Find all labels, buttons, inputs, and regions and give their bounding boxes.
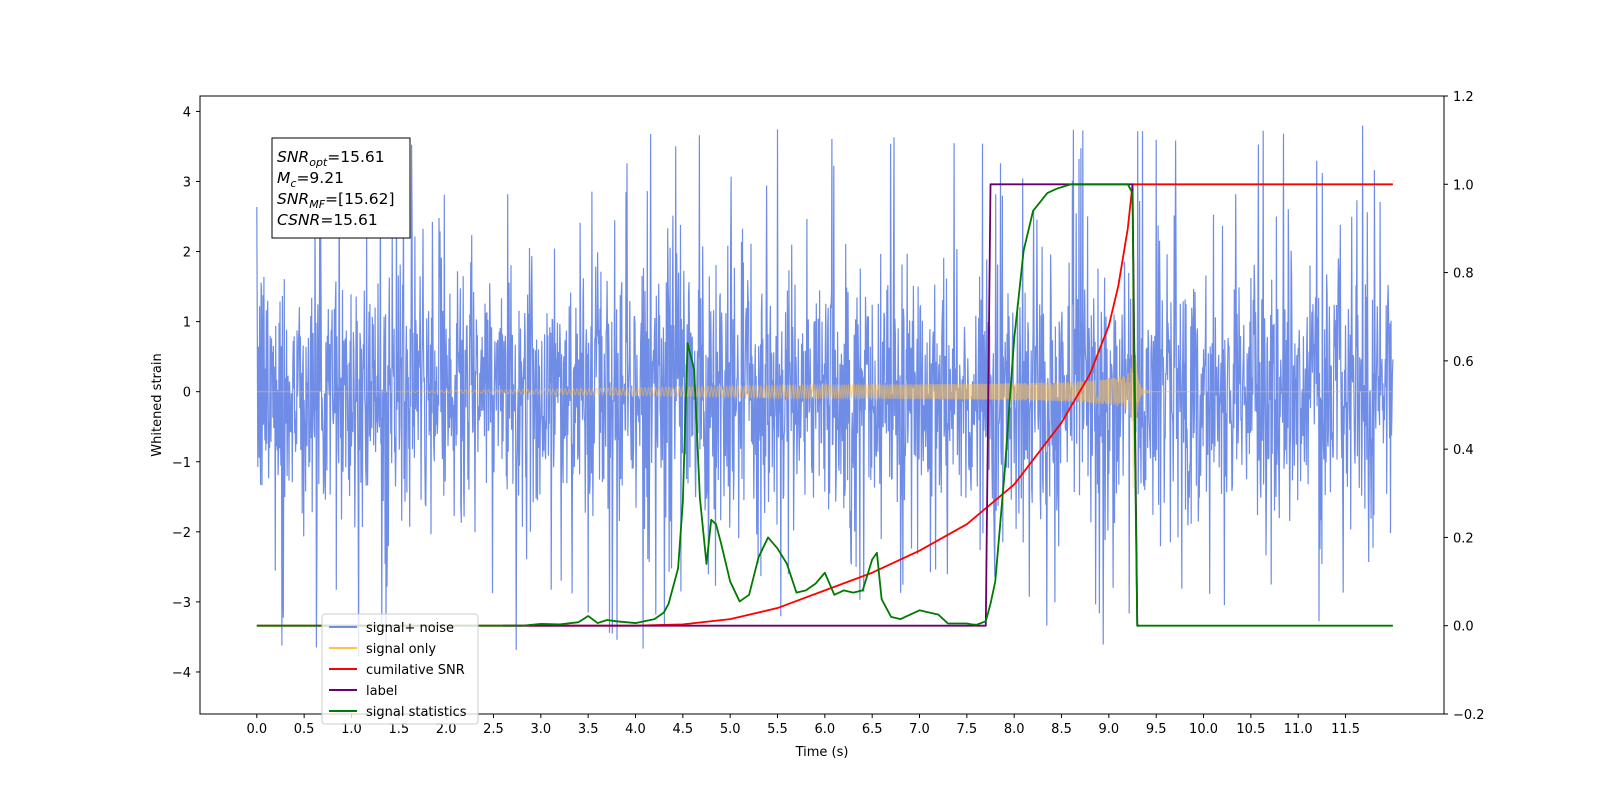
- x-tick-label: 4.0: [625, 722, 646, 737]
- legend-label: signal+ noise: [366, 621, 454, 636]
- x-tick-label: 3.0: [530, 722, 551, 737]
- y2-tick-label: 1.2: [1453, 90, 1474, 105]
- x-tick-label: 9.0: [1099, 722, 1120, 737]
- x-tick-label: 3.5: [578, 722, 599, 737]
- y-axis-label: Whitened strain: [150, 353, 165, 456]
- x-tick-label: 2.5: [483, 722, 504, 737]
- y-tick-label: 1: [183, 316, 191, 331]
- y2-tick-label: 1.0: [1453, 178, 1474, 193]
- y-tick-label: −2: [172, 526, 191, 541]
- y2-tick-label: −0.2: [1453, 708, 1485, 723]
- x-tick-label: 8.5: [1051, 722, 1072, 737]
- x-tick-label: 7.5: [957, 722, 978, 737]
- legend: signal+ noise signal only cumilative SNR la…: [322, 614, 478, 724]
- x-tick-label: 9.5: [1146, 722, 1167, 737]
- legend-label: label: [366, 684, 397, 699]
- textbox-line: SNRopt=15.61: [277, 148, 385, 169]
- x-tick-label: 6.0: [814, 722, 835, 737]
- y-tick-label: −4: [172, 666, 191, 681]
- legend-label: signal statistics: [366, 705, 467, 720]
- y2-tick-label: 0.4: [1453, 443, 1474, 458]
- x-tick-label: 7.0: [909, 722, 930, 737]
- y-tick-label: −1: [172, 456, 191, 471]
- y-tick-label: 2: [183, 246, 191, 261]
- y-tick-label: 0: [183, 386, 191, 401]
- x-tick-label: 10.5: [1236, 722, 1265, 737]
- textbox-line: CSNR=15.61: [277, 211, 378, 229]
- x-tick-label: 11.0: [1284, 722, 1313, 737]
- x-tick-label: 5.5: [767, 722, 788, 737]
- stats-textbox: SNRopt=15.61Mc=9.21SNRMF=[15.62]CSNR=15.…: [272, 138, 410, 238]
- legend-label: signal only: [366, 642, 436, 657]
- y2-tick-label: 0.2: [1453, 531, 1474, 546]
- x-tick-label: 6.5: [862, 722, 883, 737]
- x-tick-label: 11.5: [1331, 722, 1360, 737]
- y2-tick-label: 0.8: [1453, 267, 1474, 282]
- legend-label: cumilative SNR: [366, 663, 465, 678]
- textbox-line: Mc=9.21: [277, 169, 344, 190]
- x-tick-label: 4.5: [672, 722, 693, 737]
- x-tick-label: 10.0: [1189, 722, 1218, 737]
- y2-tick-label: 0.6: [1453, 355, 1474, 370]
- y-tick-label: 4: [183, 105, 191, 120]
- x-tick-label: 8.0: [1004, 722, 1025, 737]
- textbox-line: SNRMF=[15.62]: [277, 190, 395, 211]
- x-tick-label: 5.0: [720, 722, 741, 737]
- x-axis-label: Time (s): [795, 745, 849, 760]
- y-tick-label: 3: [183, 175, 191, 190]
- x-tick-label: 0.5: [294, 722, 315, 737]
- y-axis-right: −0.2 0.0 0.2 0.4 0.6 0.8 1.0 1.2: [1444, 90, 1485, 723]
- y2-tick-label: 0.0: [1453, 620, 1474, 635]
- series-layer: [257, 126, 1393, 657]
- y-tick-label: −3: [172, 596, 191, 611]
- x-tick-label: 0.0: [246, 722, 267, 737]
- y-axis-left: −4 −3 −2 −1 0 1 2 3 4: [172, 105, 200, 681]
